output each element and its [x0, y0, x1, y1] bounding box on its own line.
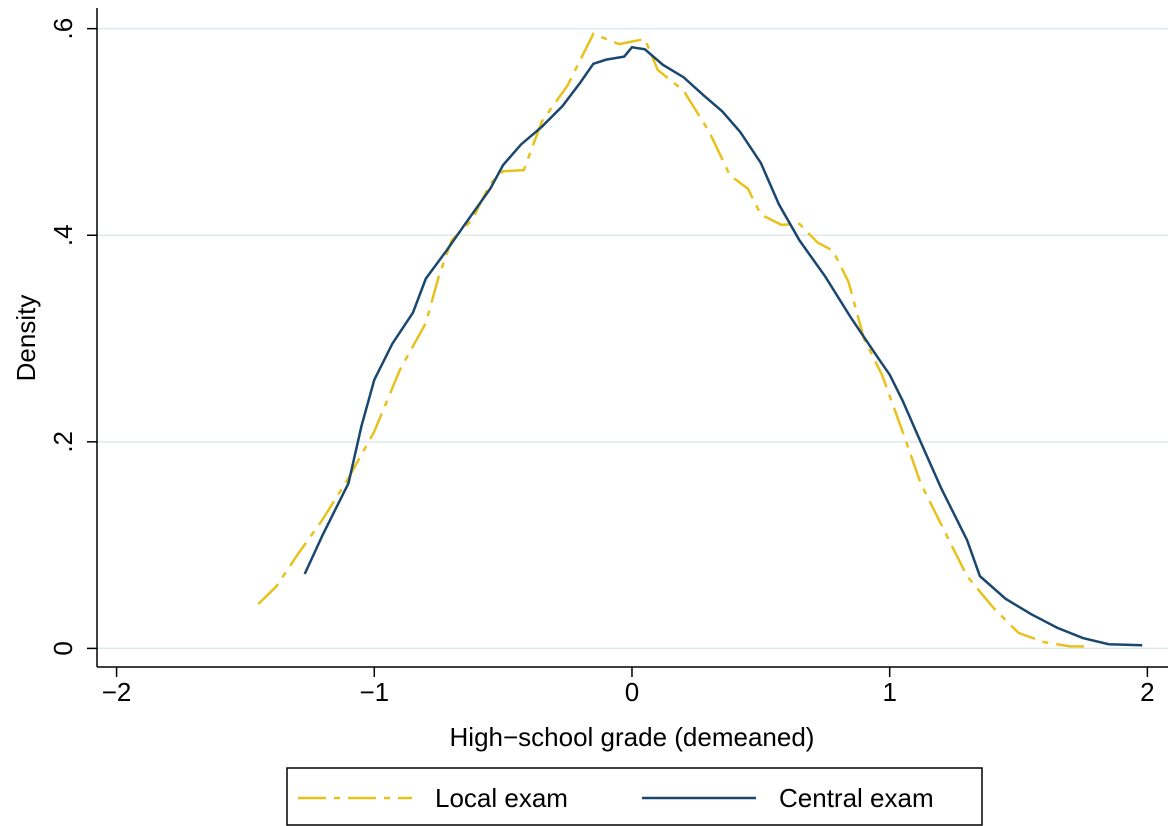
x-tick-label: 0 [625, 677, 639, 707]
x-tick-label: −2 [102, 677, 132, 707]
y-tick-label: 0 [48, 641, 78, 655]
y-tick-label: .2 [48, 431, 78, 453]
line-series [257, 32, 1091, 648]
legend-label: Central exam [779, 783, 934, 813]
legend-label: Local exam [435, 783, 568, 813]
x-tick-label: 1 [882, 677, 896, 707]
legend-box [286, 767, 983, 826]
y-tick-label: .4 [48, 224, 78, 246]
x-axis-label: High−school grade (demeaned) [450, 722, 815, 752]
y-axis-label: Density [11, 295, 41, 382]
x-tick-label: −1 [359, 677, 389, 707]
line-series [303, 45, 1143, 647]
y-tick-label: .6 [48, 18, 78, 40]
x-tick-label: 2 [1140, 677, 1154, 707]
